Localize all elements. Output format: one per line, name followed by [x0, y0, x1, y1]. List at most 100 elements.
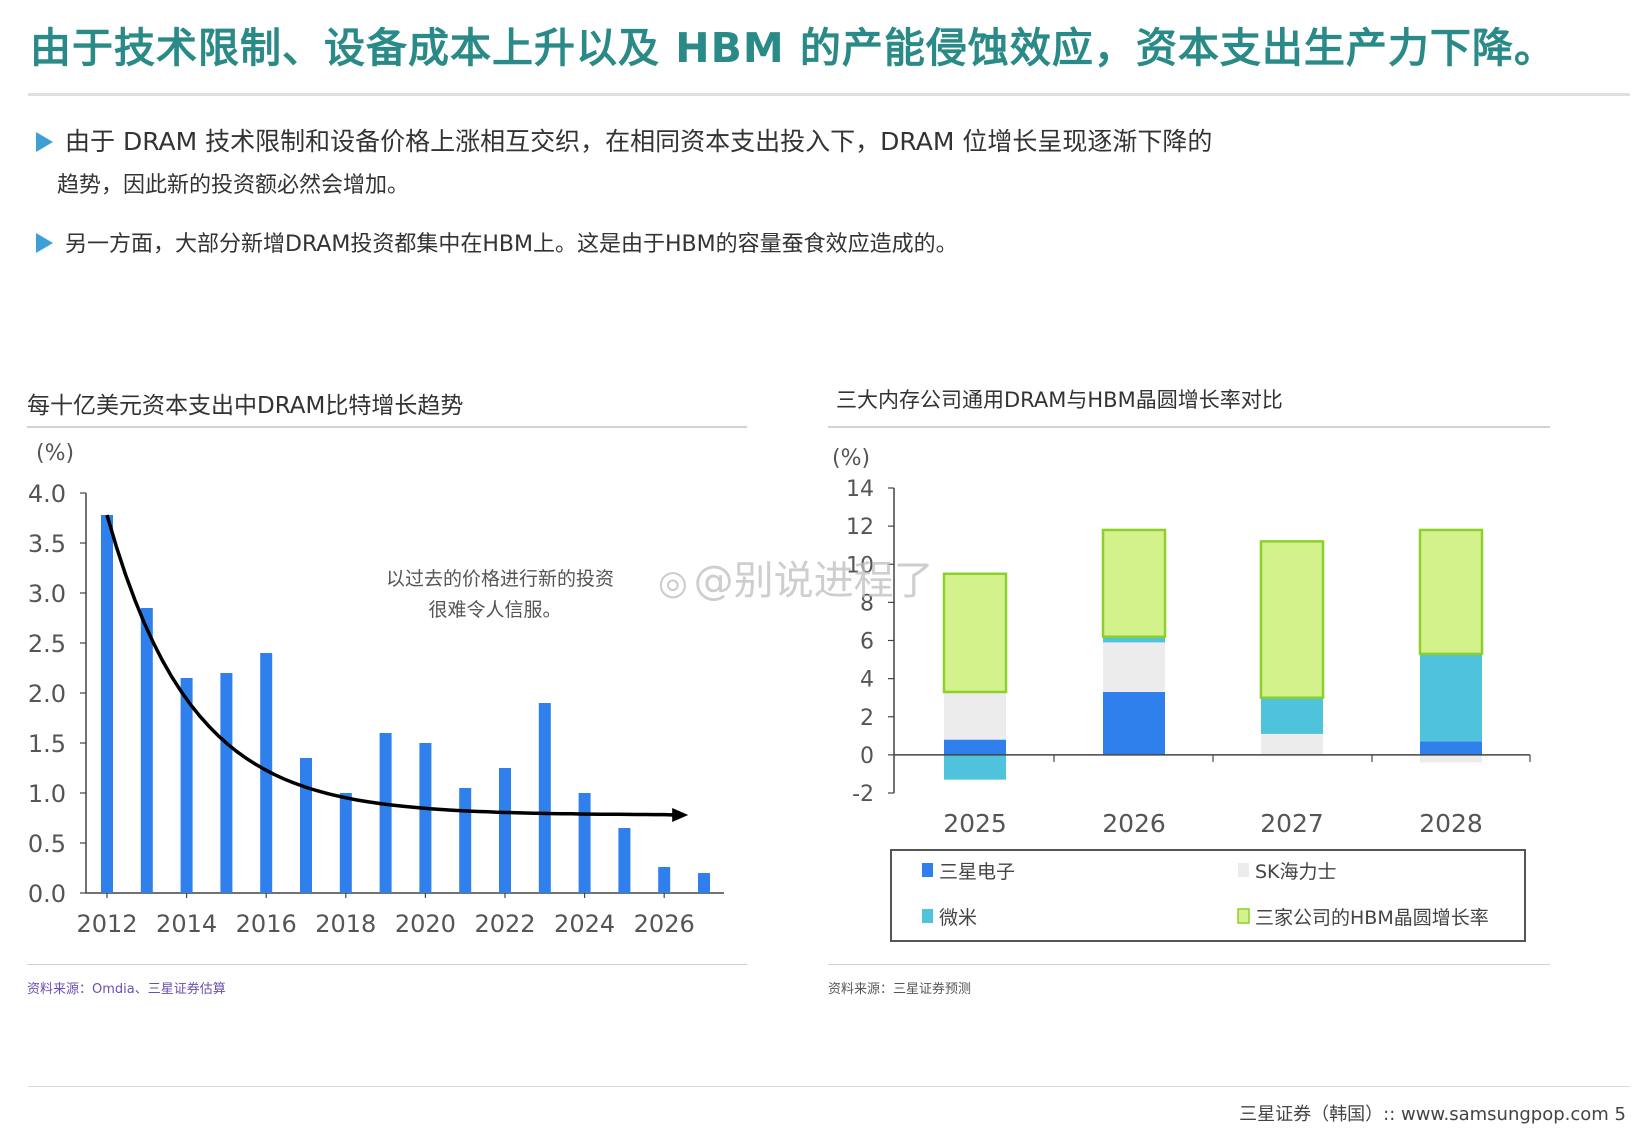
right-legend-swatch-0 [922, 863, 933, 877]
right-y-tick-label: 10 [846, 553, 874, 578]
left-x-tick-label: 2014 [156, 910, 217, 938]
right-x-tick-label: 2025 [943, 809, 1007, 838]
right-y-tick-label: 8 [860, 591, 874, 616]
bullet-2: 另一方面，大部分新增DRAM投资都集中在HBM上。这是由于HBM的容量蚕食效应造… [36, 226, 958, 258]
left-y-tick-label: 1.0 [28, 780, 66, 808]
right-bar-2027-series-3 [1259, 540, 1325, 699]
left-bar-2015 [220, 673, 233, 893]
bullet-marker-icon [36, 132, 53, 152]
right-bar-2028-series-3 [1418, 528, 1484, 656]
left-x-tick-label: 2018 [315, 910, 376, 938]
left-y-tick-label: 3.5 [28, 530, 66, 558]
right-bar-2025-series-1 [944, 691, 1006, 740]
right-chart-title: 三大内存公司通用DRAM与HBM晶圆增长率对比 [836, 388, 1283, 412]
left-bar-2023 [538, 703, 551, 893]
right-legend-swatch-1 [1238, 863, 1249, 877]
left-chart-title: 每十亿美元资本支出中DRAM比特增长趋势 [27, 393, 464, 419]
left-annotation-line1: 以过去的价格进行新的投资 [386, 568, 614, 590]
footer-divider [28, 1086, 1630, 1087]
bullet-1-line2: 趋势，因此新的投资额必然会增加。 [57, 173, 410, 198]
left-bar-2012 [101, 515, 113, 893]
right-chart-bottom-rule [828, 964, 1550, 965]
left-bar-2026 [658, 867, 671, 893]
right-chart-title-rule [828, 426, 1550, 428]
right-legend-label-3: 三家公司的HBM晶圆增长率 [1255, 907, 1489, 929]
left-bar-2013 [140, 608, 153, 893]
footer-text: 三星证券（韩国）:: www.samsungpop.com 5 [1239, 1104, 1626, 1125]
right-bar-2028-series-1 [1420, 754, 1482, 763]
right-x-tick-label: 2026 [1102, 809, 1166, 838]
right-y-tick-label: 4 [860, 668, 874, 693]
right-y-tick-label: -2 [852, 782, 874, 807]
left-annotation-line2: 很难令人信服。 [428, 599, 561, 621]
right-legend-label-2: 微米 [939, 907, 977, 929]
left-x-tick-label: 2016 [236, 910, 297, 938]
right-y-tick-label: 12 [846, 515, 874, 540]
left-y-tick-label: 0.5 [28, 830, 66, 858]
right-bar-2025-series-3 [942, 572, 1008, 694]
left-bar-2021 [459, 788, 472, 893]
right-x-tick-label: 2027 [1260, 809, 1324, 838]
left-bar-2025 [618, 828, 631, 893]
right-bar-2026-series-1 [1103, 642, 1165, 692]
right-chart-source: 资料来源：三星证券预测 [828, 982, 972, 997]
left-chart-bottom-rule [27, 964, 747, 965]
bullet-1: 由于 DRAM 技术限制和设备价格上涨相互交织，在相同资本支出投入下，DRAM … [36, 122, 1212, 158]
right-y-tick-label: 14 [846, 477, 874, 502]
right-bar-2028-series-2 [1420, 653, 1482, 742]
right-bar-2026-series-2 [1103, 636, 1165, 643]
left-y-tick-label: 2.0 [28, 680, 66, 708]
left-y-tick-label: 0.0 [28, 880, 66, 908]
right-x-tick-label: 2028 [1419, 809, 1483, 838]
left-chart-title-rule [27, 426, 747, 428]
left-bar-2017 [300, 758, 312, 893]
left-bar-2019 [379, 733, 392, 893]
left-x-tick-label: 2020 [395, 910, 456, 938]
page-title: 由于技术限制、设备成本上升以及 HBM 的产能侵蚀效应，资本支出生产力下降。 [30, 24, 1556, 72]
left-bar-2020 [419, 743, 432, 893]
right-bar-2025-series-2 [944, 754, 1006, 780]
right-y-unit-label: (%) [832, 446, 870, 471]
right-bar-2026-series-0 [1103, 691, 1165, 755]
watermark-text: @别说进程了 [693, 558, 934, 604]
right-legend-swatch-3 [1237, 908, 1250, 924]
left-bar-2024 [578, 793, 591, 893]
left-trend-line [105, 514, 675, 817]
right-bar-2025-series-0 [944, 739, 1006, 755]
right-bar-2027-series-2 [1261, 697, 1323, 734]
right-bar-2028-series-0 [1420, 741, 1482, 755]
left-x-tick-label: 2026 [634, 910, 695, 938]
right-legend-label-0: 三星电子 [939, 861, 1015, 883]
right-legend-swatch-2 [922, 909, 933, 923]
right-bar-2027-series-1 [1261, 733, 1323, 755]
left-bar-2014 [180, 678, 193, 893]
right-legend-box [890, 849, 1526, 942]
right-chart: (%) 14 12 10 8 6 4 2 0 -2 2025 2026 2027 2028 三星电子 SK海力… [832, 446, 1531, 942]
right-legend-label-1: SK海力士 [1255, 861, 1337, 883]
left-bar-2027 [698, 873, 710, 893]
bullet-marker-icon [36, 233, 53, 253]
watermark: ◎ @别说进程了 [658, 548, 934, 606]
right-bar-2026-series-3 [1101, 528, 1167, 638]
right-y-tick-label: 2 [860, 706, 874, 731]
bullet-2-line1: 另一方面，大部分新增DRAM投资都集中在HBM上。这是由于HBM的容量蚕食效应造… [65, 232, 958, 257]
left-chart-source: 资料来源：Omdia、三星证券估算 [27, 982, 226, 997]
left-x-tick-label: 2022 [474, 910, 535, 938]
left-y-tick-label: 1.5 [28, 730, 66, 758]
left-y-tick-label: 4.0 [28, 480, 66, 508]
left-y-unit-label: (%) [36, 441, 74, 466]
right-y-tick-label: 0 [860, 744, 874, 769]
title-divider [28, 93, 1630, 96]
left-trend-arrowhead-icon [672, 808, 689, 822]
left-y-tick-label: 2.5 [28, 630, 66, 658]
left-x-tick-label: 2012 [76, 910, 137, 938]
right-y-tick-label: 6 [860, 630, 874, 655]
left-bar-2018 [339, 793, 352, 893]
left-chart: (%) 4.0 3.5 3.0 2.5 2.0 1.5 1.0 0.5 0.0 2012 2014 20… [28, 441, 724, 938]
weibo-icon: ◎ [658, 563, 688, 603]
bullet-1-line1: 由于 DRAM 技术限制和设备价格上涨相互交织，在相同资本支出投入下，DRAM … [65, 127, 1213, 156]
left-y-tick-label: 3.0 [28, 580, 66, 608]
left-x-tick-label: 2024 [554, 910, 615, 938]
left-bar-2016 [260, 653, 273, 893]
left-bar-2022 [499, 768, 511, 893]
